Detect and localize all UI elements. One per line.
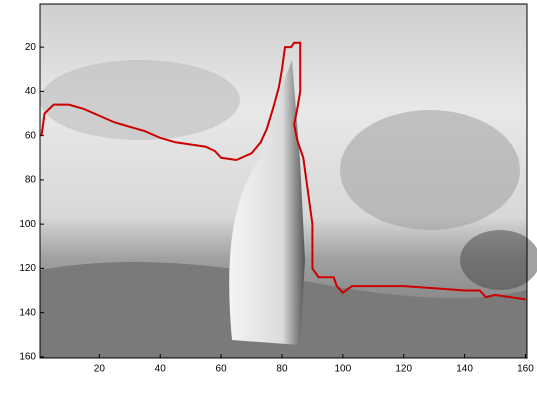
y-tick-label: 160 [19, 352, 36, 363]
image [40, 4, 537, 358]
y-tick-label: 140 [19, 307, 36, 318]
x-tick-label: 120 [395, 364, 412, 375]
x-tick-label: 40 [155, 364, 167, 375]
x-tick-label: 20 [94, 364, 106, 375]
y-tick-label: 80 [25, 175, 37, 186]
x-tick-label: 80 [276, 364, 288, 375]
x-tick-label: 100 [335, 364, 352, 375]
chart: 20 40 60 80 100 120 140 160 20 40 60 80 100 120 140 160 [0, 0, 537, 405]
x-tick-label: 60 [216, 364, 228, 375]
y-tick-label: 60 [25, 130, 37, 141]
y-tick-label: 100 [19, 219, 36, 230]
y-tick-label: 40 [25, 86, 37, 97]
y-tick-label: 120 [19, 263, 36, 274]
y-tick-label: 20 [25, 42, 37, 53]
x-tick-label: 140 [456, 364, 473, 375]
x-tick-label: 160 [517, 364, 534, 375]
